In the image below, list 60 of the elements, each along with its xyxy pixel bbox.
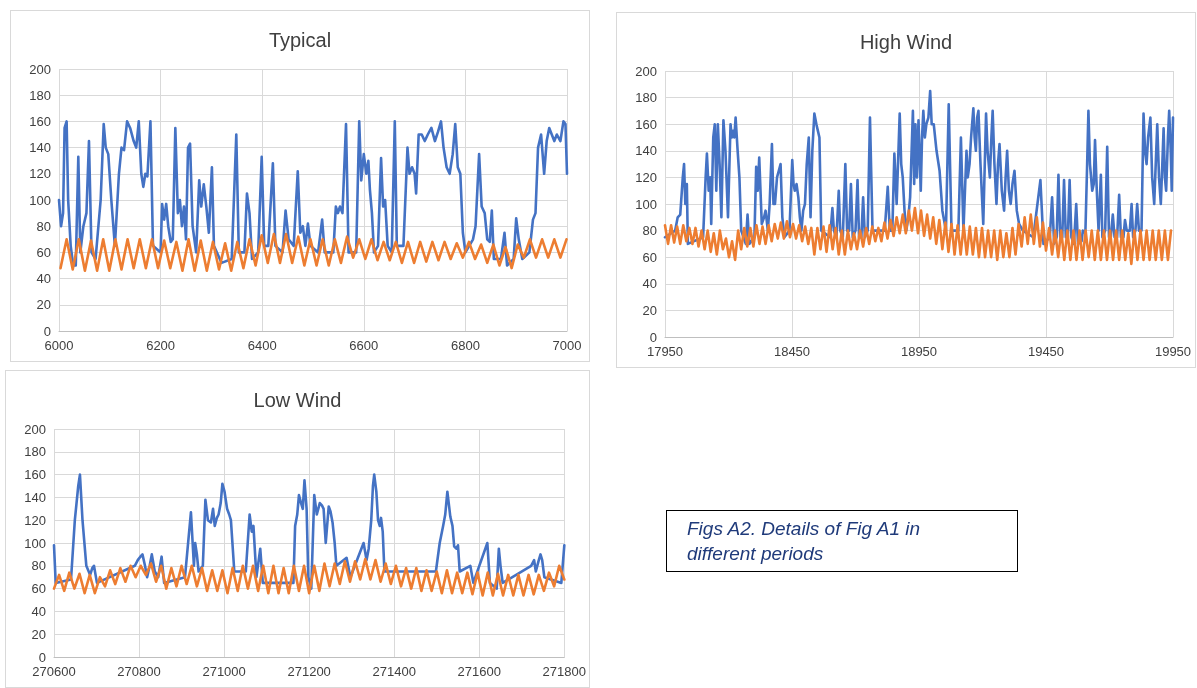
x-tick-label: 19950 (1154, 344, 1192, 359)
x-tick-label: 271400 (372, 664, 416, 679)
y-tick-label: 200 (29, 61, 51, 77)
x-tick-label: 6400 (247, 338, 277, 353)
y-tick-label: 100 (635, 196, 657, 212)
y-tick-label: 120 (635, 169, 657, 185)
x-tick-label: 270800 (117, 664, 161, 679)
x-tick-label: 271200 (287, 664, 331, 679)
y-tick-label: 120 (29, 166, 51, 182)
x-tick-label: 6800 (450, 338, 480, 353)
y-tick-label: 180 (635, 90, 657, 106)
line-series (663, 206, 1173, 266)
x-tick-label: 18950 (900, 344, 938, 359)
y-tick-label: 0 (43, 323, 51, 339)
text: Figs A2. Details of Fig A1 in different periods (687, 517, 922, 566)
x-tick-label: 19450 (1027, 344, 1065, 359)
y-tick-label: 80 (36, 218, 51, 234)
y-tick-label: 100 (24, 535, 46, 551)
y-tick-label: 60 (31, 581, 46, 597)
y-tick-label: 180 (29, 87, 51, 103)
y-tick-label: 160 (29, 113, 51, 129)
y-tick-label: 160 (635, 116, 657, 132)
y-tick-label: 60 (36, 244, 51, 260)
y-tick-label: 80 (642, 223, 657, 239)
x-tick-label: 7000 (552, 338, 582, 353)
y-tick-label: 180 (24, 444, 46, 460)
y-tick-label: 140 (635, 143, 657, 159)
chart-title: Low Wind (253, 389, 342, 411)
line-series (57, 120, 569, 267)
y-tick-label: 140 (29, 140, 51, 156)
y-tick-label: 0 (649, 329, 657, 345)
y-tick-label: 40 (642, 276, 657, 292)
y-tick-label: 100 (29, 192, 51, 208)
y-tick-label: 0 (38, 649, 46, 665)
y-tick-label: 40 (36, 271, 51, 287)
x-tick-label: 17950 (646, 344, 684, 359)
y-tick-label: 60 (642, 249, 657, 265)
x-tick-label: 271600 (457, 664, 501, 679)
x-tick-label: 271000 (202, 664, 246, 679)
line-series (663, 89, 1175, 246)
x-tick-label: 18450 (773, 344, 811, 359)
line-series (59, 232, 568, 273)
y-tick-label: 20 (36, 297, 51, 313)
chart-title: High Wind (859, 31, 953, 53)
y-tick-label: 120 (24, 512, 46, 528)
x-tick-label: 6200 (146, 338, 176, 353)
y-tick-label: 80 (31, 558, 46, 574)
x-tick-label: 6000 (44, 338, 74, 353)
y-tick-label: 40 (31, 603, 46, 619)
x-tick-label: 271800 (542, 664, 587, 679)
x-tick-label: 270600 (32, 664, 76, 679)
y-tick-label: 20 (642, 302, 657, 318)
line-series (52, 557, 566, 597)
x-tick-label: 6600 (349, 338, 379, 353)
y-tick-label: 20 (31, 626, 46, 642)
y-tick-label: 140 (24, 489, 46, 505)
y-tick-label: 200 (24, 421, 46, 437)
y-tick-label: 160 (24, 467, 46, 483)
y-tick-label: 200 (635, 63, 657, 79)
chart-title: Typical (268, 29, 332, 51)
